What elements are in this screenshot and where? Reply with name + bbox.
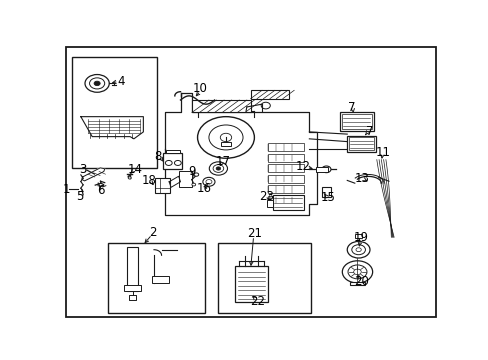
Circle shape xyxy=(353,269,361,275)
Text: 1: 1 xyxy=(63,183,70,196)
Text: 4: 4 xyxy=(117,75,124,88)
Text: 14: 14 xyxy=(127,163,142,176)
Bar xyxy=(267,196,303,204)
Bar xyxy=(267,185,303,193)
Bar xyxy=(341,114,371,129)
Text: 22: 22 xyxy=(249,295,264,308)
Circle shape xyxy=(94,81,100,86)
Text: 7: 7 xyxy=(348,101,355,114)
Text: 13: 13 xyxy=(353,172,368,185)
Text: 2: 2 xyxy=(149,226,156,239)
Bar xyxy=(266,200,272,207)
Circle shape xyxy=(355,248,361,252)
Text: 11: 11 xyxy=(375,146,390,159)
Circle shape xyxy=(165,161,172,166)
Text: 17: 17 xyxy=(215,155,230,168)
Bar xyxy=(348,137,373,150)
Bar xyxy=(250,90,288,99)
Circle shape xyxy=(197,117,254,158)
Text: 5: 5 xyxy=(76,190,83,203)
Polygon shape xyxy=(81,168,104,181)
Bar xyxy=(339,112,373,131)
Bar xyxy=(155,177,169,193)
Text: 10: 10 xyxy=(193,82,207,95)
Bar xyxy=(235,266,267,302)
Bar xyxy=(221,141,230,146)
Circle shape xyxy=(191,183,195,186)
Bar xyxy=(166,150,180,153)
Text: 16: 16 xyxy=(196,182,211,195)
Circle shape xyxy=(174,161,181,166)
Bar xyxy=(346,136,375,152)
Bar xyxy=(72,57,157,168)
Text: 21: 21 xyxy=(246,228,262,240)
Bar xyxy=(127,247,138,291)
Text: 15: 15 xyxy=(320,192,335,204)
Circle shape xyxy=(209,162,227,175)
Text: 19: 19 xyxy=(353,231,368,244)
Bar xyxy=(108,243,205,314)
Circle shape xyxy=(208,125,243,150)
Text: 18: 18 xyxy=(142,175,156,188)
Circle shape xyxy=(347,265,366,279)
Bar xyxy=(124,285,141,291)
Text: 23: 23 xyxy=(258,190,273,203)
Circle shape xyxy=(85,75,109,92)
Text: 12: 12 xyxy=(295,160,310,173)
Circle shape xyxy=(220,133,231,141)
Circle shape xyxy=(342,261,372,283)
Bar xyxy=(191,100,250,112)
Bar xyxy=(163,153,182,169)
Bar xyxy=(349,282,365,285)
Bar xyxy=(218,243,310,314)
Bar xyxy=(354,234,361,238)
Text: 9: 9 xyxy=(188,165,195,178)
Text: 3: 3 xyxy=(79,163,86,176)
Circle shape xyxy=(351,245,365,255)
Circle shape xyxy=(203,177,215,186)
Circle shape xyxy=(321,166,330,173)
Bar xyxy=(152,276,169,283)
Circle shape xyxy=(89,78,104,89)
Bar xyxy=(315,167,327,172)
Text: 8: 8 xyxy=(154,149,162,162)
Bar xyxy=(267,153,303,162)
Circle shape xyxy=(128,177,131,179)
Text: 7: 7 xyxy=(366,125,373,138)
Text: 20: 20 xyxy=(353,275,368,288)
Bar xyxy=(321,186,331,197)
Bar xyxy=(267,164,303,172)
Circle shape xyxy=(194,173,198,176)
Bar xyxy=(272,195,303,210)
Polygon shape xyxy=(169,176,180,187)
Circle shape xyxy=(216,167,220,170)
Circle shape xyxy=(205,180,211,184)
Circle shape xyxy=(261,102,270,109)
Text: 6: 6 xyxy=(97,184,105,197)
Circle shape xyxy=(346,242,369,258)
Polygon shape xyxy=(165,93,316,215)
Bar xyxy=(267,143,303,151)
Bar xyxy=(178,171,191,187)
Polygon shape xyxy=(81,117,143,139)
Bar xyxy=(267,175,303,183)
Circle shape xyxy=(213,165,223,172)
